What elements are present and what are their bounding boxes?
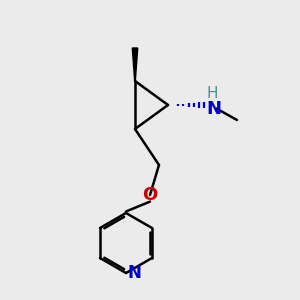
Polygon shape [132, 48, 138, 81]
Text: N: N [128, 264, 141, 282]
Text: O: O [142, 186, 158, 204]
Text: H: H [206, 86, 218, 101]
Text: N: N [206, 100, 221, 118]
